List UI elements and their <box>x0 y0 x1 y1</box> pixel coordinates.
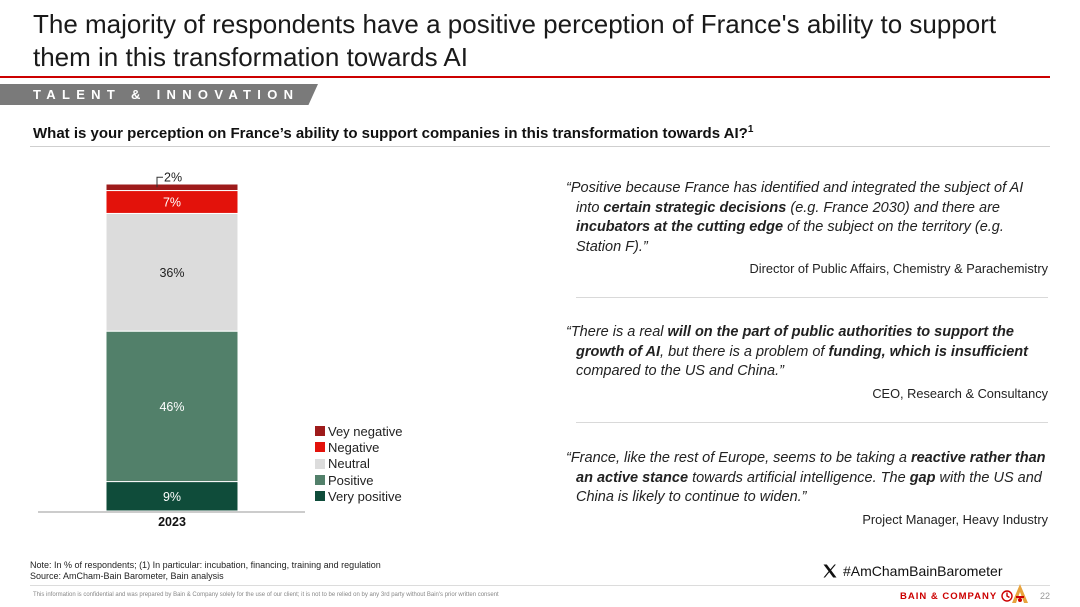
hashtag: #AmChamBainBarometer <box>822 563 1003 579</box>
quote-attribution: Director of Public Affairs, Chemistry & … <box>749 261 1048 276</box>
quote-segment: “France, like the rest of Europe, seems … <box>566 450 911 466</box>
legend-swatch <box>315 426 325 437</box>
page-title: The majority of respondents have a posit… <box>33 9 997 72</box>
quote-block: “Positive because France has identified … <box>566 179 1048 279</box>
note-text: Note: In % of respondents; (1) In partic… <box>30 560 381 570</box>
chart-legend: Vey negative Negative Neutral Positive Very … <box>315 423 402 504</box>
quote-emphasis: certain strategic decisions <box>603 199 787 216</box>
page-number: 22 <box>1040 591 1051 601</box>
bar-segment-vey-negative <box>105 183 239 192</box>
footnote: Note: In % of respondents; (1) In partic… <box>30 560 381 582</box>
legend-swatch <box>315 491 325 502</box>
bain-logo-icon <box>1001 590 1013 602</box>
quote-divider <box>576 297 1048 298</box>
amcham-logo-icon <box>1012 584 1028 603</box>
title-divider <box>0 76 1050 78</box>
bar-segment-neutral <box>105 212 239 332</box>
data-label: 9% <box>163 490 181 504</box>
quote-segment: of the subject on the territory (e.g. St… <box>576 219 1004 255</box>
legend-label: Very positive <box>328 488 402 504</box>
legend-item: Neutral <box>315 456 402 472</box>
quote-segment: “There is a real <box>566 324 668 340</box>
section-tag: TALENT & INNOVATION <box>0 84 318 105</box>
legend-label: Neutral <box>328 456 370 472</box>
quote-divider <box>576 422 1048 423</box>
x-tick-label: 2023 <box>158 515 186 529</box>
quote-text: “Positive because France has identified … <box>566 179 1048 257</box>
quote-block: “There is a real will on the part of pub… <box>566 323 1048 403</box>
legend-swatch <box>315 458 325 469</box>
section-tag-label: TALENT & INNOVATION <box>33 87 300 102</box>
question-divider <box>30 146 1050 147</box>
question-footnote-mark: 1 <box>747 124 754 135</box>
data-label: 7% <box>163 195 181 209</box>
legend-label: Negative <box>328 439 380 455</box>
question-text: What is your perception on France’s abil… <box>33 125 748 142</box>
bar-segment-very-positive <box>105 481 239 512</box>
quote-attribution: CEO, Research & Consultancy <box>872 385 1048 401</box>
quote-emphasis: funding, which is insufficient <box>828 343 1028 360</box>
quote-emphasis: will on the part of public authorities t… <box>576 324 1014 360</box>
data-label: 2% <box>164 170 182 184</box>
brand-logo: BAIN & COMPANY <box>900 590 1013 602</box>
quote-attribution: Project Manager, Heavy Industry <box>862 511 1048 527</box>
quote-block: “France, like the rest of Europe, seems … <box>566 449 1048 529</box>
quote-segment: towards artificial intelligence. The <box>688 469 910 486</box>
data-label: 36% <box>159 266 184 280</box>
survey-question: What is your perception on France’s abil… <box>33 124 753 142</box>
legend-item: Vey negative <box>315 423 402 439</box>
legend-swatch <box>315 475 325 486</box>
x-logo-icon <box>823 564 837 578</box>
legend-item: Very positive <box>315 488 402 504</box>
data-label: 46% <box>159 400 184 414</box>
legend-label: Vey negative <box>328 423 403 439</box>
legend-label: Positive <box>328 472 374 488</box>
legend-item: Negative <box>315 439 402 455</box>
legend-item: Positive <box>315 472 402 488</box>
disclaimer: This information is confidential and was… <box>33 592 499 598</box>
quote-segment: with the US and China is likely to conti… <box>576 469 1042 506</box>
quote-segment: compared to the US and China.” <box>576 363 784 379</box>
hashtag-text: #AmChamBainBarometer <box>843 563 1003 579</box>
footer-divider <box>30 585 1050 586</box>
quote-text: “There is a real will on the part of pub… <box>566 323 1048 382</box>
quote-emphasis: gap <box>909 469 936 486</box>
data-label-leader <box>156 176 163 188</box>
quote-text: “France, like the rest of Europe, seems … <box>566 449 1048 508</box>
quote-emphasis: reactive rather than an active stance <box>576 450 1046 486</box>
legend-swatch <box>315 442 325 453</box>
source-text: Source: AmCham-Bain Barometer, Bain anal… <box>30 571 224 581</box>
quote-segment: , but there is a problem of <box>660 343 829 360</box>
quote-segment: “Positive because France has identified … <box>566 180 1024 216</box>
quote-segment: (e.g. France 2030) and there are <box>786 199 1000 216</box>
brand-name: BAIN & COMPANY <box>900 590 998 602</box>
quote-emphasis: incubators at the cutting edge <box>576 219 784 235</box>
